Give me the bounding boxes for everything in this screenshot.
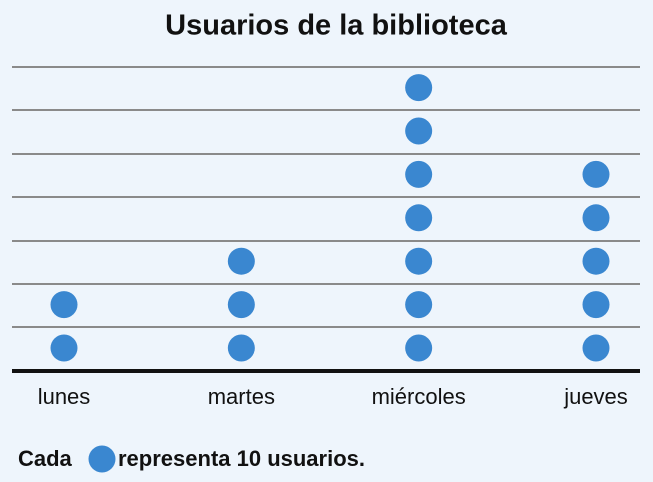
dot (50, 334, 78, 362)
x-tick-label: martes (208, 384, 275, 409)
dot (582, 334, 610, 362)
dot (405, 291, 433, 319)
row-lines (12, 66, 640, 328)
dot (50, 291, 78, 319)
dot (405, 247, 433, 275)
x-tick-label: jueves (563, 384, 628, 409)
key-icon (88, 445, 116, 473)
dot (227, 247, 255, 275)
dot (582, 247, 610, 275)
dot (405, 160, 433, 188)
key-after: representa 10 usuarios. (118, 446, 365, 471)
chart-title: Usuarios de la biblioteca (165, 10, 508, 42)
dot (405, 204, 433, 232)
x-tick-label: miércoles (372, 384, 466, 409)
dot (227, 334, 255, 362)
dot (405, 334, 433, 362)
dot (405, 117, 433, 145)
dot (582, 160, 610, 188)
x-tick-label: lunes (38, 384, 91, 409)
key-before: Cada (18, 446, 73, 471)
dot (405, 74, 433, 102)
dot (582, 204, 610, 232)
dot (227, 291, 255, 319)
dot (582, 291, 610, 319)
